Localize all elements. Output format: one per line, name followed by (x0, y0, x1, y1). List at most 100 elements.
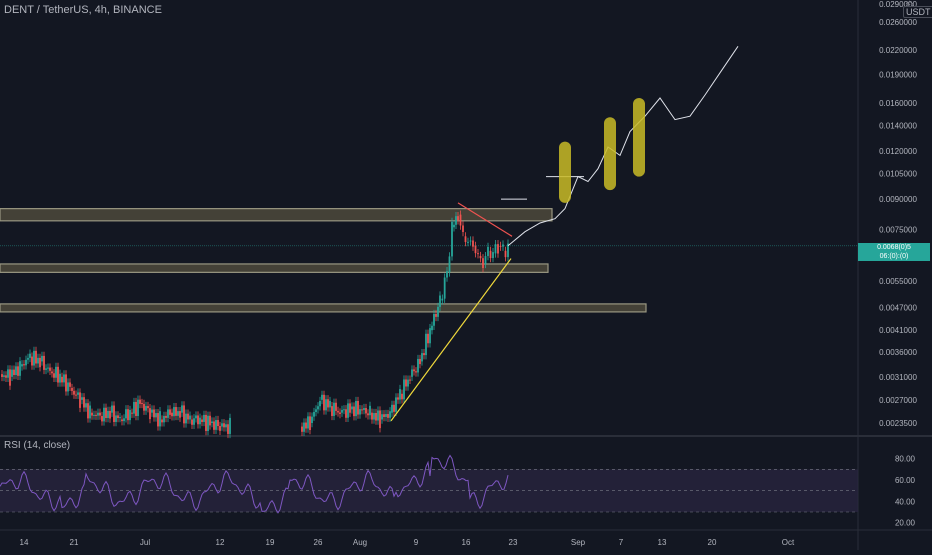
candle-body (173, 407, 175, 417)
candle-body (81, 397, 83, 400)
candle-body (419, 358, 421, 365)
candle-body (123, 418, 125, 422)
candle-body (131, 412, 133, 414)
candle-body (215, 420, 217, 430)
candle-body (443, 277, 446, 299)
candle-body (492, 252, 494, 259)
candle-body (439, 295, 441, 307)
symbol-legend[interactable]: DENT / TetherUS, 4h, BINANCE (4, 4, 162, 16)
candle-body (93, 414, 95, 416)
candle-body (365, 408, 367, 414)
candle-body (177, 411, 179, 416)
rsi-legend[interactable]: RSI (14, close) (4, 440, 71, 451)
gear-icon[interactable]: ⚙ (905, 0, 914, 11)
candle-body (375, 412, 377, 421)
candle-body (11, 369, 13, 377)
candle-body (43, 355, 45, 370)
candle-body (323, 394, 325, 411)
candle-body (317, 406, 319, 410)
candle-body (109, 410, 111, 419)
candle-body (129, 409, 131, 421)
rsi-tick-label: 60.00 (895, 476, 916, 485)
price-tick-label: 0.0036000 (879, 348, 917, 357)
candle-body (157, 413, 159, 427)
candle-body (95, 414, 97, 416)
candle-body (417, 358, 419, 373)
time-tick-label: 7 (619, 538, 624, 547)
candle-body (207, 415, 209, 432)
candle-body (219, 426, 221, 431)
candle-body (339, 412, 341, 414)
candle-body (113, 405, 115, 422)
candle-body (227, 424, 229, 434)
candle-body (213, 421, 215, 430)
candle-body (429, 328, 431, 344)
candle-body (191, 419, 193, 425)
candle-body (199, 417, 201, 425)
candle-body (97, 412, 99, 416)
candle-body (193, 418, 195, 425)
candle-body (169, 409, 171, 415)
candle-body (363, 408, 365, 411)
candle-body (389, 411, 391, 418)
candle-body (319, 400, 321, 407)
price-tick-label: 0.0120000 (879, 147, 917, 156)
candle-body (349, 403, 351, 413)
candle-body (403, 379, 405, 400)
candle-body (55, 366, 57, 378)
candle-body (335, 402, 337, 411)
candle-body (107, 410, 109, 418)
rsi-line (0, 454, 509, 514)
candle-body (79, 392, 81, 408)
candle-body (303, 422, 305, 432)
candle-body (197, 415, 199, 425)
time-tick-label: 21 (70, 538, 79, 547)
candle-body (325, 399, 327, 411)
price-tick-label: 0.0055000 (879, 277, 917, 286)
candle-body (379, 410, 381, 429)
time-tick-label: Sep (571, 538, 586, 547)
candle-body (85, 403, 87, 408)
candle-body (223, 423, 225, 428)
price-tick-label: 0.0090000 (879, 195, 917, 204)
candle-body (321, 394, 323, 400)
target-pillar (633, 98, 645, 177)
time-tick-label: 23 (509, 538, 518, 547)
price-tick-label: 0.0290000 (879, 0, 917, 9)
time-tick-label: 13 (658, 538, 667, 547)
candle-body (397, 397, 399, 400)
candle-body (45, 368, 47, 370)
candle-body (395, 397, 397, 412)
candle-body (427, 333, 429, 344)
currency-unit-button[interactable]: USDT (903, 6, 932, 18)
candle-body (147, 406, 149, 409)
candle-body (337, 410, 339, 413)
candle-body (13, 369, 15, 376)
price-tick-label: 0.0027000 (879, 396, 917, 405)
candle-body (203, 414, 205, 422)
time-tick-label: 9 (414, 538, 419, 547)
candle-body (497, 244, 499, 254)
target-pillar (604, 117, 616, 191)
candle-body (391, 404, 393, 413)
candle-body (201, 419, 203, 422)
candle-body (331, 406, 333, 416)
price-tick-label: 0.0260000 (879, 18, 917, 27)
candle-body (21, 364, 23, 367)
candle-body (467, 241, 469, 243)
price-tick-label: 0.0190000 (879, 71, 917, 80)
candle-body (353, 406, 355, 417)
candle-body (71, 387, 73, 391)
support-zone (0, 303, 647, 313)
candle-body (446, 271, 448, 278)
candle-body (17, 366, 19, 376)
candle-body (462, 225, 464, 232)
candle-body (175, 407, 177, 416)
time-tick-label: 20 (708, 538, 717, 547)
candle-body (5, 375, 7, 378)
candle-body (307, 416, 309, 429)
price-tick-label: 0.0160000 (879, 99, 917, 108)
candle-body (29, 353, 31, 358)
